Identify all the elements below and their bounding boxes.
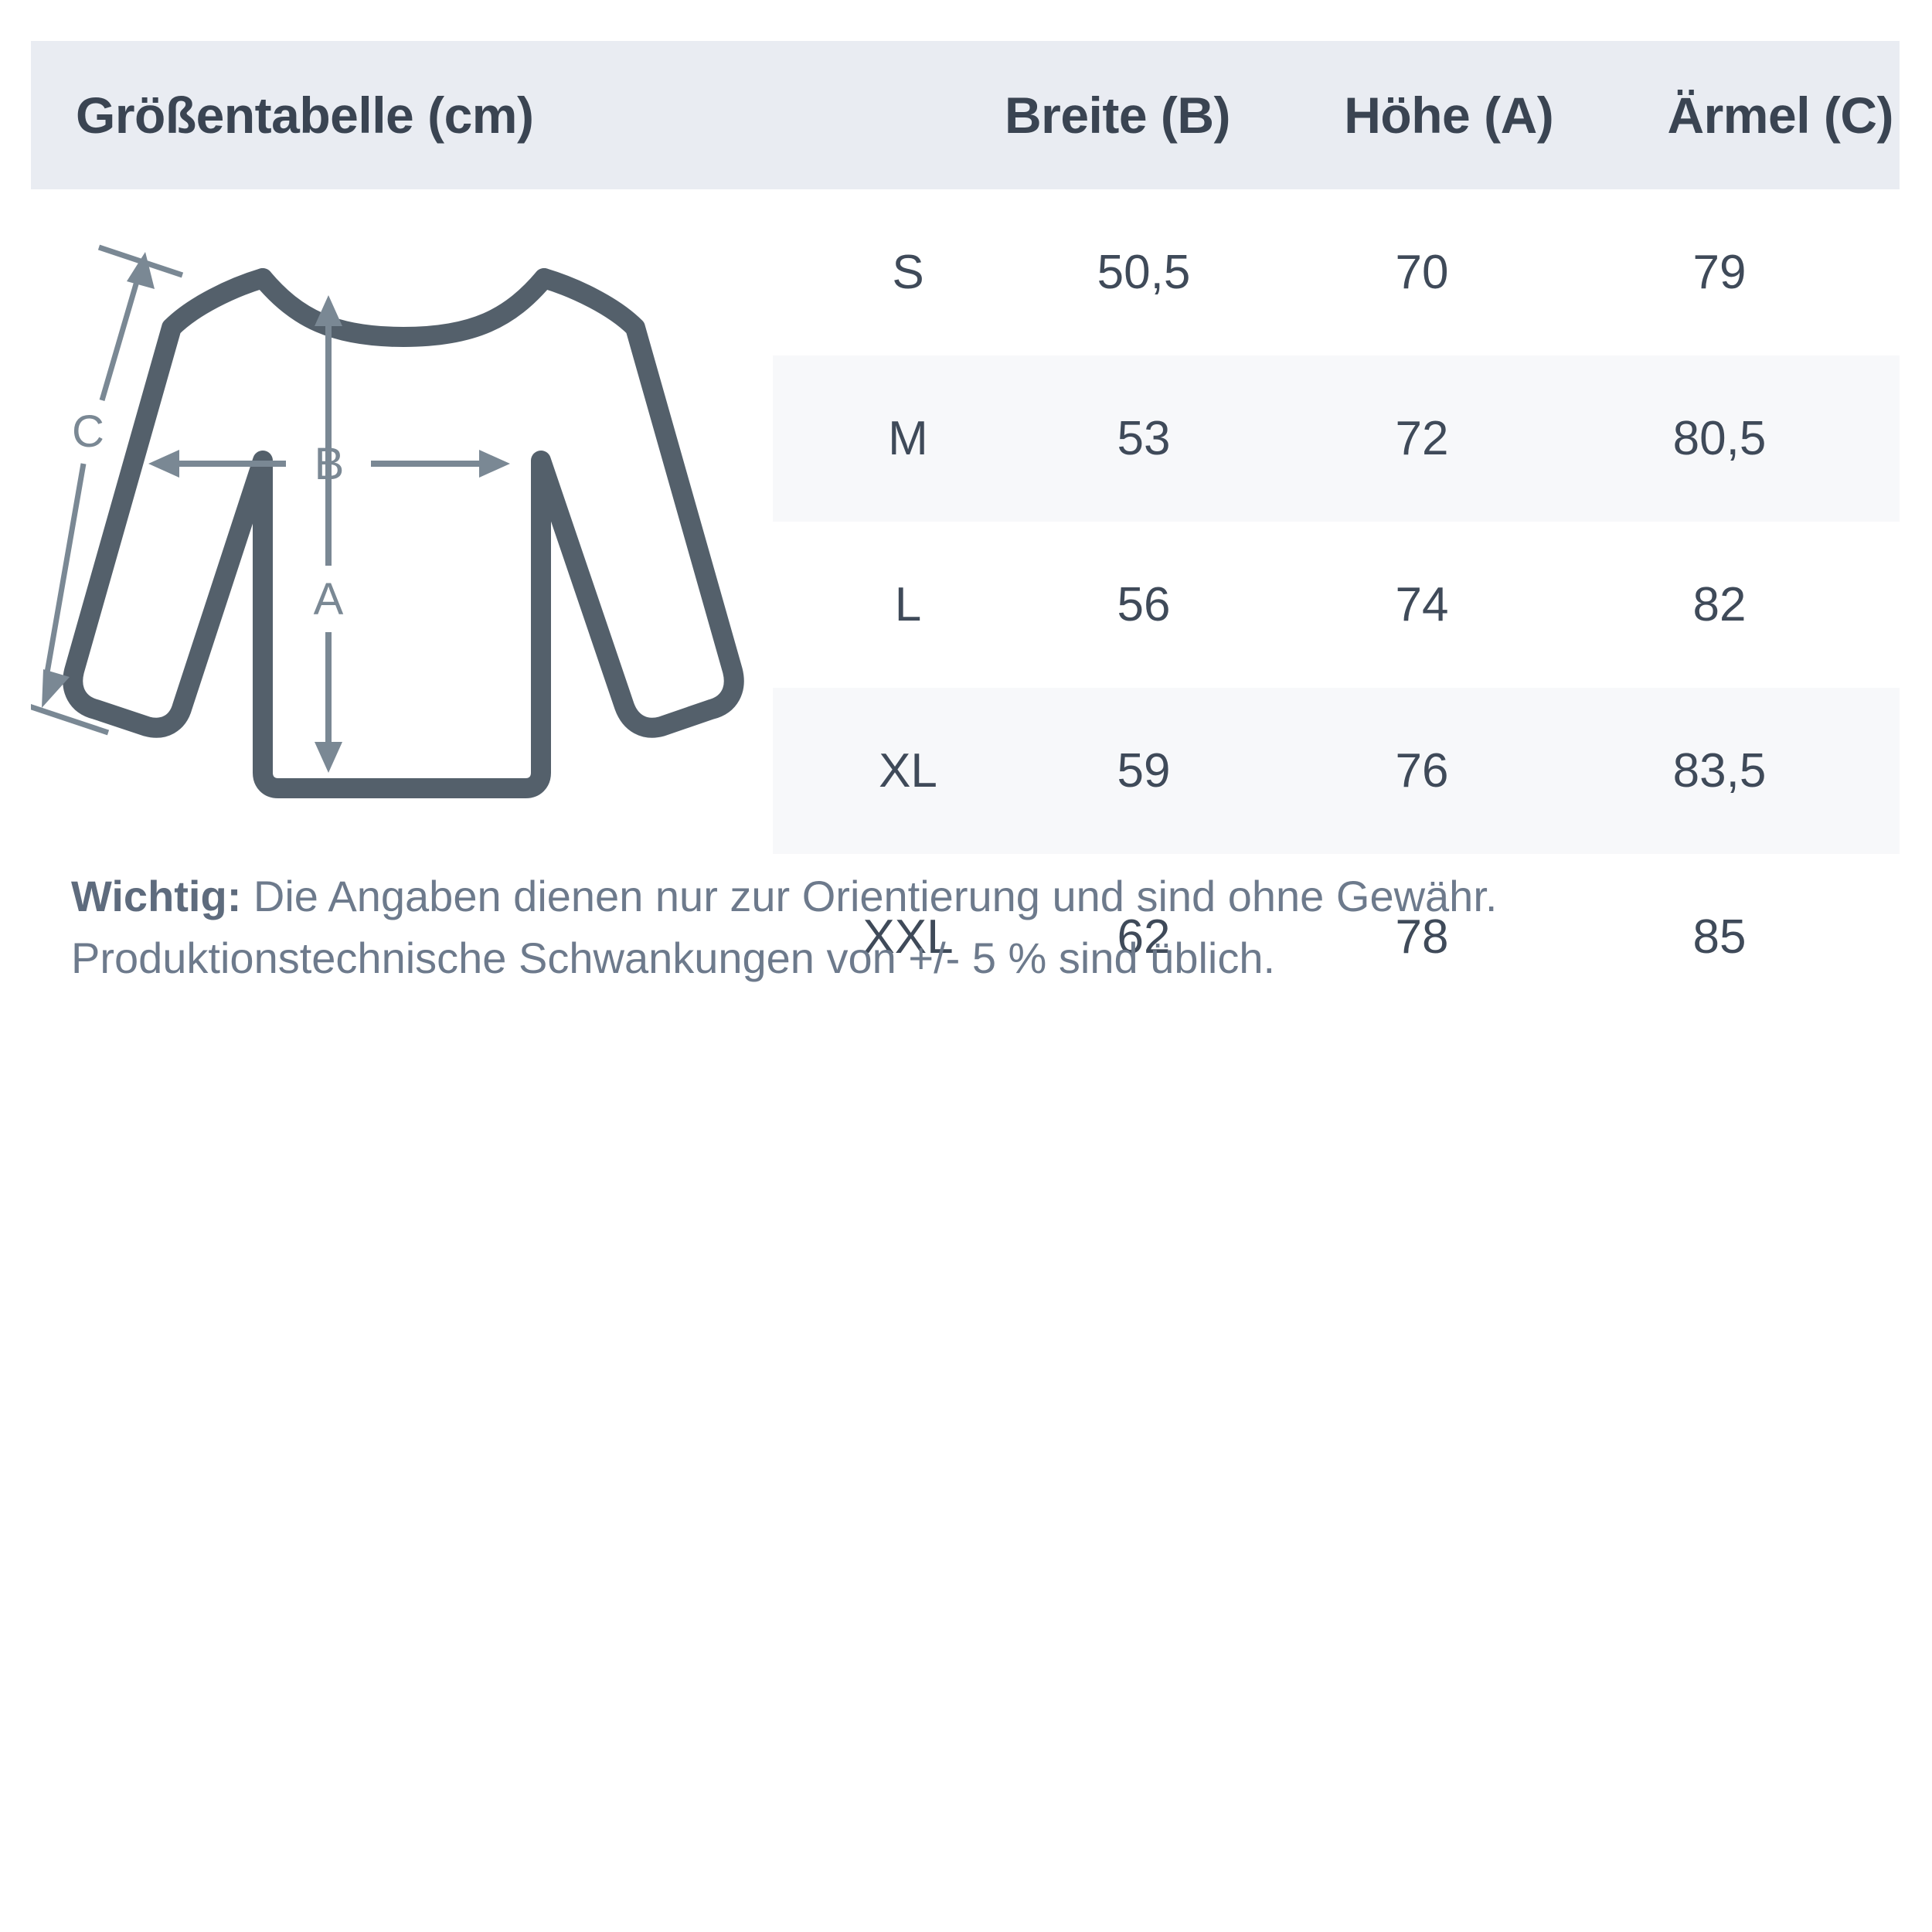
column-header-hoehe: Höhe (A)	[1344, 87, 1554, 144]
dimension-c-arrow	[31, 244, 184, 736]
disclaimer-note: Wichtig: Die Angaben dienen nur zur Orie…	[71, 866, 1879, 988]
table-row: S 50,5 70 79	[31, 189, 1900, 355]
column-header-breite: Breite (B)	[1005, 87, 1231, 144]
longsleeve-shirt-icon	[63, 268, 744, 798]
cell-size: S	[892, 246, 924, 299]
cell-size: XL	[879, 744, 937, 798]
table-row: XXL 62 78 85	[31, 854, 1900, 1020]
cell-hoehe: 72	[1395, 412, 1449, 465]
table-header-bar: Größentabelle (cm) Breite (B) Höhe (A) Ä…	[31, 41, 1900, 189]
size-table: S 50,5 70 79 M 53 72 80,5 L 56 74 82	[31, 189, 1900, 1020]
dimension-b-arrow	[148, 450, 510, 478]
cell-breite: 50,5	[1097, 246, 1191, 299]
cell-size: XXL	[862, 910, 954, 964]
disclaimer-line-1: Die Angaben dienen nur zur Orientierung …	[241, 872, 1498, 920]
column-header-aermel: Ärmel (C)	[1667, 87, 1893, 144]
dimension-label-b: B	[315, 439, 345, 489]
cell-hoehe: 70	[1395, 246, 1449, 299]
cell-hoehe: 76	[1395, 744, 1449, 798]
cell-aermel: 83,5	[1672, 744, 1767, 798]
dimension-a-arrow	[315, 295, 342, 773]
cell-breite: 56	[1117, 578, 1171, 631]
cell-breite: 53	[1117, 412, 1171, 465]
cell-aermel: 82	[1692, 578, 1747, 631]
table-row: L 56 74 82	[31, 522, 1900, 688]
cell-aermel: 80,5	[1672, 412, 1767, 465]
column-header-group: Breite (B) Höhe (A) Ärmel (C)	[1005, 86, 1893, 145]
disclaimer-line-2: Produktionstechnische Schwankungen von +…	[71, 933, 1276, 982]
table-row: XL 59 76 83,5	[31, 688, 1900, 854]
cell-hoehe: 78	[1395, 910, 1449, 964]
cell-breite: 59	[1117, 744, 1171, 798]
cell-hoehe: 74	[1395, 578, 1449, 631]
disclaimer-lead-text: Wichtig:	[71, 872, 242, 920]
page-title: Größentabelle (cm)	[76, 87, 534, 144]
dimension-arrows	[31, 244, 510, 773]
cell-size: M	[888, 412, 928, 465]
table-row: M 53 72 80,5	[31, 355, 1900, 522]
dimension-label-a: A	[314, 574, 344, 624]
disclaimer-lead: Wichtig:	[71, 872, 241, 920]
cell-breite: 62	[1117, 910, 1171, 964]
cell-aermel: 79	[1692, 246, 1747, 299]
garment-diagram: A B C	[31, 232, 773, 842]
cell-aermel: 85	[1692, 910, 1747, 964]
dimension-label-c: C	[72, 406, 104, 457]
cell-size: L	[894, 578, 922, 631]
